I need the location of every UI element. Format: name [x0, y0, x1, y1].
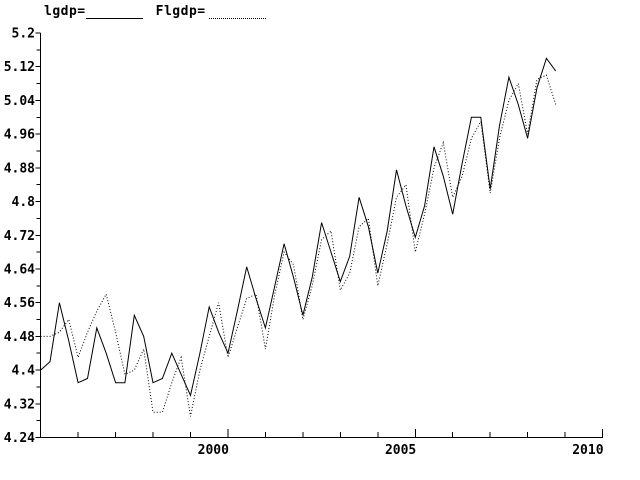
x-axis-label: 2000 — [198, 443, 229, 458]
legend-label-flgdp: Flgdp= — [155, 4, 206, 19]
y-axis-label: 4.32 — [4, 397, 35, 412]
y-axis-label: 5.12 — [4, 60, 35, 75]
y-axis-label: 4.4 — [12, 364, 36, 379]
legend-line-sample-solid — [85, 6, 143, 19]
legend-label-lgdp: lgdp= — [44, 4, 86, 19]
y-axis-label: 4.48 — [4, 330, 35, 345]
x-axis-label: 2005 — [385, 443, 416, 458]
x-axis-label: 2010 — [572, 443, 603, 458]
y-axis-label: 4.24 — [4, 431, 35, 446]
y-axis-label: 4.56 — [4, 296, 35, 311]
chart-legend: lgdp= Flgdp= — [44, 4, 266, 19]
lgdp-series-line — [40, 57, 557, 397]
y-axis-label: 4.88 — [4, 161, 35, 176]
y-axis-label: 4.72 — [4, 229, 35, 244]
y-axis-label: 5.04 — [4, 94, 35, 109]
y-axis-label: 5.2 — [12, 27, 35, 42]
y-axis-label: 4.8 — [12, 195, 36, 210]
legend-line-sample-dotted — [208, 6, 266, 19]
y-axis-label: 4.64 — [4, 262, 35, 277]
y-axis-label: 4.96 — [4, 128, 35, 143]
flgdp-series-line — [40, 74, 557, 417]
